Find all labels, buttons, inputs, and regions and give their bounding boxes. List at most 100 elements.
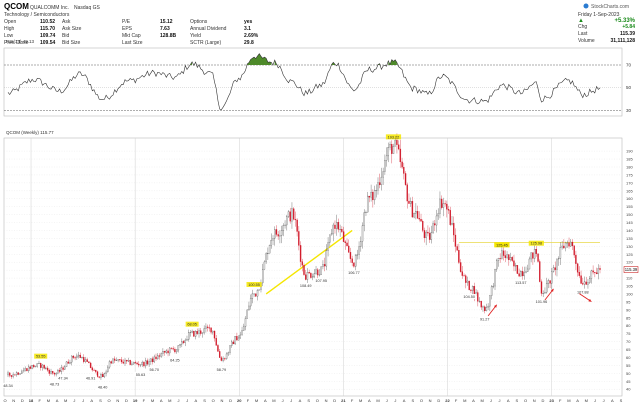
rsi-tick-labels: 70 50 30 — [626, 63, 632, 113]
candle-body — [415, 211, 417, 214]
annotation-label: 101.96 — [536, 300, 548, 304]
candle-body — [504, 255, 507, 258]
candle-body — [571, 241, 574, 247]
candle-body — [203, 328, 205, 333]
candle-body — [86, 359, 88, 362]
annotation-tag — [134, 371, 148, 377]
price-y-tick-labels: 190 185 180 175 170 165 160 155 150 145 140 135 130 1… — [626, 149, 633, 392]
x-tick: J — [178, 398, 180, 403]
candle-body — [528, 258, 531, 270]
candle-body — [163, 351, 166, 353]
candle-body — [70, 355, 73, 363]
candle-body — [551, 271, 553, 284]
x-tick: D — [229, 398, 232, 403]
candle-body — [64, 366, 66, 370]
candle-body — [521, 271, 524, 277]
candle-body — [439, 198, 441, 214]
candle-body — [38, 363, 40, 364]
annotation-tag — [246, 281, 262, 287]
x-tick: M — [376, 398, 379, 403]
annotation-label: 48.40 — [98, 386, 108, 390]
candle-body — [422, 221, 424, 231]
candle-body — [189, 332, 192, 333]
candle-body — [306, 272, 309, 280]
candle-body — [143, 361, 145, 367]
candle-body — [310, 273, 312, 278]
last-price-tag-box — [623, 266, 639, 273]
candle-body — [289, 211, 291, 222]
logo: StockCharts.com — [583, 3, 629, 10]
candle-body — [115, 360, 118, 361]
candle-body — [384, 160, 386, 172]
y-tick: 175 — [626, 172, 633, 177]
candle-body — [101, 374, 104, 378]
rsi-label: RSI(14) 49.13 — [6, 39, 35, 44]
annotation-tag — [214, 367, 228, 373]
candle-body — [430, 232, 433, 240]
x-tick: J — [386, 398, 388, 403]
candle-body — [107, 366, 109, 373]
candle-body — [377, 182, 379, 191]
candle-body — [396, 139, 398, 145]
candle-body — [373, 190, 376, 201]
candle-body — [334, 224, 336, 229]
stat-value: yes — [244, 19, 253, 25]
x-tick: M — [47, 398, 50, 403]
candle-body — [329, 234, 331, 243]
candle-body — [496, 260, 498, 270]
x-tick: A — [368, 398, 371, 403]
candle-body — [442, 203, 445, 208]
x-tick: A — [299, 398, 302, 403]
annotation-label: 48.73 — [50, 382, 60, 386]
y-tick: 100 — [626, 291, 633, 296]
stat-label: SCTR (Large) — [190, 40, 221, 46]
x-tick: F — [38, 398, 41, 403]
candle-body — [301, 261, 303, 266]
candle-body — [387, 147, 390, 157]
x-tick: J — [594, 398, 596, 403]
y-tick: 40 — [626, 387, 631, 392]
candle-body — [549, 280, 551, 284]
stat-label: EPS — [122, 26, 133, 32]
price-label: QCOM (Weekly) 115.77 — [6, 130, 54, 135]
candle-body — [231, 341, 233, 346]
candle-body — [177, 345, 180, 351]
annotation-tag — [298, 282, 314, 288]
x-tick: M — [255, 398, 258, 403]
candle-body — [506, 254, 508, 258]
annotation-tag — [478, 316, 492, 322]
candle-body — [218, 351, 221, 358]
price-x-tick-labels: O N D 18 F M A M J J A S O N D 19 F M A M J J A S O N D 20 F M A M J J A S O… — [3, 398, 622, 403]
stat-value: 15.12 — [160, 19, 173, 25]
rsi-tick: 70 — [626, 63, 632, 68]
y-tick: 90 — [626, 307, 631, 312]
candle-body — [26, 368, 28, 372]
candle-body — [547, 280, 550, 284]
x-tick: A — [195, 398, 198, 403]
candle-body — [478, 300, 481, 302]
candles — [7, 133, 601, 380]
x-tick: S — [516, 398, 519, 403]
candle-body — [382, 171, 384, 178]
y-tick: 55 — [626, 363, 631, 368]
candle-body — [594, 271, 596, 273]
x-tick: F — [247, 398, 250, 403]
candle-body — [69, 362, 71, 364]
candle-body — [582, 283, 584, 285]
candle-body — [590, 270, 593, 279]
candle-body — [489, 295, 491, 307]
stat-value: 29.8 — [244, 40, 254, 46]
stat-value: 110.52 — [40, 19, 55, 25]
annotation-label: 108.49 — [300, 284, 312, 288]
candle-body — [151, 358, 154, 363]
candle-body — [294, 219, 297, 221]
candle-body — [370, 192, 372, 198]
candle-body — [15, 372, 18, 376]
candle-body — [564, 242, 567, 249]
candle-body — [246, 309, 248, 319]
candle-body — [234, 336, 236, 345]
candle-body — [43, 364, 45, 369]
x-tick: D — [333, 398, 336, 403]
candle-body — [77, 354, 80, 357]
annotation-tag — [1, 382, 15, 388]
